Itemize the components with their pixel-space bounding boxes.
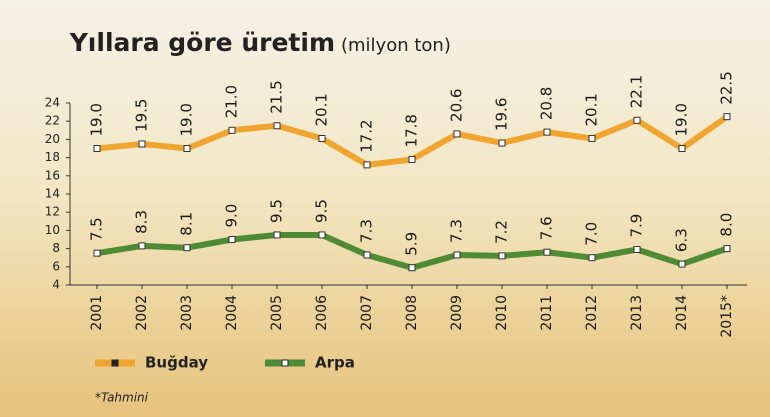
- point-marker: [679, 261, 685, 267]
- y-tick-label: 24: [45, 96, 60, 110]
- point-marker: [184, 146, 190, 152]
- value-label: 9.5: [268, 199, 286, 223]
- point-marker: [544, 249, 550, 255]
- y-tick-label: 18: [45, 150, 60, 164]
- value-label: 17.8: [403, 114, 421, 147]
- x-tick-label: 2014: [674, 295, 690, 331]
- value-label: 20.1: [313, 93, 331, 126]
- point-marker: [184, 245, 190, 251]
- point-marker: [589, 255, 595, 261]
- point-marker: [454, 252, 460, 258]
- value-label: 7.0: [583, 222, 601, 246]
- value-label: 22.1: [628, 75, 646, 108]
- point-marker: [229, 237, 235, 243]
- y-tick-label: 12: [45, 205, 60, 219]
- legend-label: Arpa: [315, 354, 355, 372]
- chart-subtitle: (milyon ton): [341, 35, 451, 56]
- y-tick-label: 16: [45, 168, 60, 182]
- point-marker: [634, 247, 640, 253]
- y-tick-label: 20: [45, 132, 60, 146]
- value-label: 5.9: [403, 232, 421, 256]
- point-marker: [544, 129, 550, 135]
- point-marker: [724, 114, 730, 120]
- value-label: 8.0: [718, 213, 736, 237]
- value-label: 19.6: [493, 98, 511, 131]
- point-marker: [274, 123, 280, 129]
- point-marker: [679, 146, 685, 152]
- value-label: 7.6: [538, 216, 556, 240]
- point-marker: [139, 243, 145, 249]
- x-tick-label: 2001: [89, 295, 105, 331]
- y-tick-label: 8: [52, 241, 60, 255]
- value-label: 21.5: [268, 80, 286, 113]
- chart: Yıllara göre üretim (milyon ton) *Tahmin…: [0, 0, 770, 417]
- point-marker: [364, 252, 370, 258]
- y-tick-label: 6: [52, 259, 60, 273]
- x-tick-label: 2010: [494, 295, 510, 331]
- value-label: 19.0: [88, 103, 106, 136]
- value-label: 6.3: [673, 228, 691, 252]
- value-label: 7.5: [88, 217, 106, 241]
- value-label: 7.3: [358, 219, 376, 243]
- value-label: 21.0: [223, 85, 241, 118]
- value-label: 19.5: [133, 99, 151, 132]
- background: [0, 0, 770, 417]
- value-label: 20.6: [448, 89, 466, 122]
- value-label: 20.1: [583, 93, 601, 126]
- point-marker: [634, 117, 640, 123]
- point-marker: [364, 162, 370, 168]
- footnote: *Tahmini: [95, 391, 149, 405]
- y-tick-label: 4: [52, 278, 60, 292]
- value-label: 17.2: [358, 119, 376, 152]
- value-label: 20.8: [538, 87, 556, 120]
- x-tick-label: 2004: [224, 295, 240, 331]
- point-marker: [589, 135, 595, 141]
- value-label: 7.3: [448, 219, 466, 243]
- legend-label: Buğday: [145, 354, 208, 372]
- x-tick-label: 2007: [359, 295, 375, 331]
- point-marker: [274, 232, 280, 238]
- value-label: 19.0: [178, 103, 196, 136]
- point-marker: [94, 250, 100, 256]
- chart-title: Yıllara göre üretim: [69, 28, 335, 57]
- x-tick-label: 2015*: [719, 295, 735, 338]
- point-marker: [409, 265, 415, 271]
- value-label: 8.1: [178, 212, 196, 236]
- value-label: 9.0: [223, 204, 241, 228]
- x-tick-label: 2013: [629, 295, 645, 331]
- point-marker: [724, 246, 730, 252]
- value-label: 7.9: [628, 214, 646, 238]
- point-marker: [499, 253, 505, 259]
- value-label: 7.2: [493, 220, 511, 244]
- y-tick-label: 22: [45, 114, 60, 128]
- value-label: 8.3: [133, 210, 151, 234]
- value-label: 19.0: [673, 103, 691, 136]
- y-tick-label: 14: [45, 187, 60, 201]
- point-marker: [409, 156, 415, 162]
- point-marker: [499, 140, 505, 146]
- x-tick-label: 2008: [404, 295, 420, 331]
- point-marker: [94, 146, 100, 152]
- point-marker: [319, 232, 325, 238]
- legend-marker: [282, 360, 288, 366]
- point-marker: [319, 135, 325, 141]
- x-tick-label: 2006: [314, 295, 330, 331]
- value-label: 22.5: [718, 71, 736, 104]
- x-tick-label: 2011: [539, 295, 555, 331]
- x-tick-label: 2003: [179, 295, 195, 331]
- x-tick-label: 2012: [584, 295, 600, 331]
- point-marker: [229, 127, 235, 133]
- value-label: 9.5: [313, 199, 331, 223]
- point-marker: [454, 131, 460, 137]
- x-tick-label: 2002: [134, 295, 150, 331]
- point-marker: [139, 141, 145, 147]
- x-tick-label: 2005: [269, 295, 285, 331]
- legend-marker: [112, 360, 118, 366]
- y-tick-label: 10: [45, 223, 60, 237]
- x-tick-label: 2009: [449, 295, 465, 331]
